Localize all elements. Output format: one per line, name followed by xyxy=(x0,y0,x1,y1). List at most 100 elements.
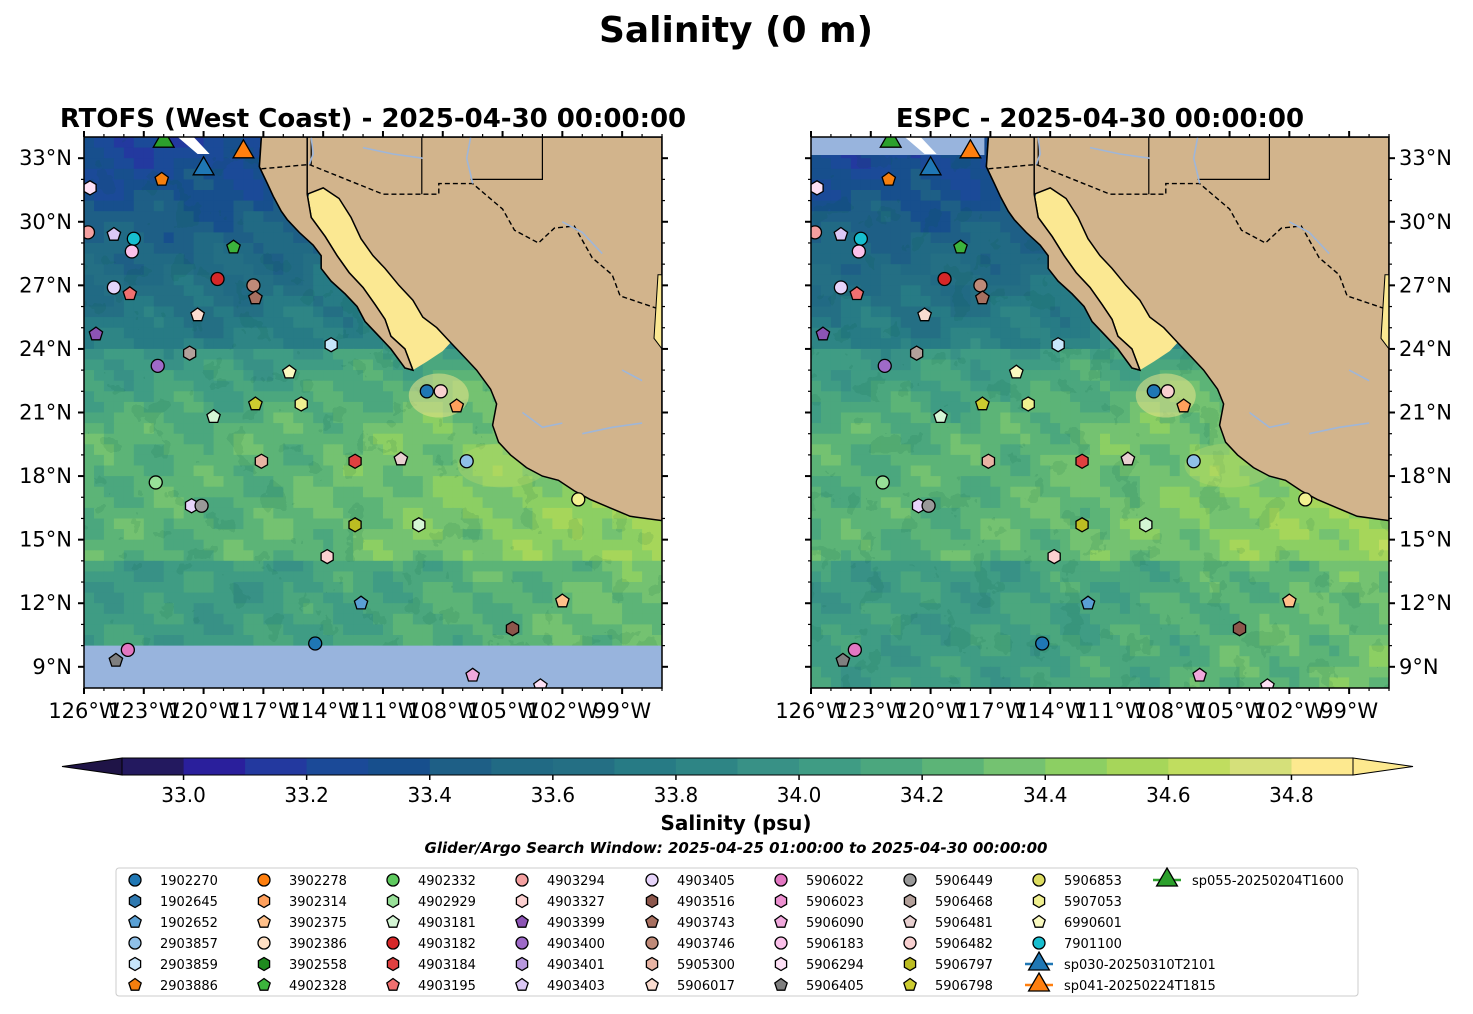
legend-marker xyxy=(386,873,400,887)
rtofs-float-marker xyxy=(554,593,570,608)
legend-marker xyxy=(386,977,400,991)
rtofs-river xyxy=(621,369,643,382)
legend-label: sp055-20250204T1600 xyxy=(1192,874,1344,889)
espc-float-marker xyxy=(847,642,862,658)
legend-marker xyxy=(903,914,917,928)
rtofs-lon-tick-label: 99°W xyxy=(593,699,651,723)
rtofs-lat-tick-label: 30°N xyxy=(19,210,72,234)
legend-marker xyxy=(128,914,142,928)
espc-float-marker xyxy=(833,226,849,241)
espc-float-marker xyxy=(981,453,996,470)
colorbar-segment xyxy=(922,758,985,775)
legend-marker xyxy=(774,936,788,950)
colorbar-segment xyxy=(491,758,554,775)
legend-marker xyxy=(774,977,788,991)
legend-marker xyxy=(774,914,788,928)
legend-marker xyxy=(774,893,788,909)
rtofs-border-line xyxy=(261,163,659,310)
espc-float-marker xyxy=(1176,398,1192,413)
espc-lon-tick-label: 117°W xyxy=(955,699,1027,723)
rtofs-glider-marker xyxy=(152,137,176,148)
espc-float-marker xyxy=(811,225,823,240)
rtofs-float-marker xyxy=(194,498,209,513)
espc-gulf-of-california xyxy=(1034,187,1180,371)
legend-label: 6990601 xyxy=(1064,916,1122,931)
legend-label: 5906090 xyxy=(806,916,864,931)
espc-river xyxy=(1249,411,1290,429)
legend-label: 3902314 xyxy=(289,895,347,910)
rtofs-float-marker xyxy=(84,225,96,240)
legend-label: 3902278 xyxy=(289,874,347,889)
legend-label: 5906468 xyxy=(935,895,993,910)
rtofs-baja-peninsula xyxy=(258,137,415,372)
rtofs-float-marker xyxy=(254,453,269,470)
legend-label: 2903859 xyxy=(160,958,218,973)
rtofs-float-marker xyxy=(571,492,586,507)
search-window-caption: Glider/Argo Search Window: 2025-04-25 01… xyxy=(425,839,1048,857)
legend-label: 4902929 xyxy=(418,895,476,910)
legend-marker xyxy=(257,873,271,887)
rtofs-glider-marker xyxy=(192,155,216,176)
legend-marker xyxy=(903,936,917,950)
legend-label: 4903399 xyxy=(547,916,605,931)
rtofs-float-marker xyxy=(246,278,261,293)
legend-label: 5906294 xyxy=(806,958,864,973)
espc-float-marker xyxy=(1192,667,1208,682)
rtofs-float-marker xyxy=(154,171,170,186)
rtofs-lon-tick-label: 117°W xyxy=(228,699,300,723)
legend-marker xyxy=(128,893,142,909)
espc-float-marker xyxy=(1021,396,1035,412)
legend-marker xyxy=(257,956,271,972)
rtofs-float-marker xyxy=(84,180,97,196)
legend-marker xyxy=(128,936,142,950)
rtofs-river xyxy=(561,221,603,255)
legend-label: 5906405 xyxy=(806,979,864,994)
rtofs-float-marker xyxy=(281,364,297,379)
espc-float-marker xyxy=(1035,636,1050,651)
espc-float-marker xyxy=(881,171,897,186)
espc-float-marker xyxy=(973,278,988,293)
rtofs-lon-tick-label: 102°W xyxy=(527,699,599,723)
colorbar-tick-label: 34.2 xyxy=(900,783,945,807)
colorbar-segment xyxy=(1106,758,1169,775)
rtofs-float-marker xyxy=(190,307,206,322)
rtofs-lat-tick-label: 33°N xyxy=(19,146,72,170)
rtofs-river xyxy=(465,137,474,184)
espc-glider-marker xyxy=(958,138,982,159)
rtofs-river xyxy=(522,411,563,429)
colorbar-under-extend xyxy=(61,757,123,776)
espc-river xyxy=(1309,422,1370,435)
espc-float-marker xyxy=(1298,492,1313,507)
legend-marker xyxy=(774,956,788,972)
figure-title: Salinity (0 m) xyxy=(599,10,873,51)
rtofs-glider-marker xyxy=(231,138,255,159)
legend-label: 4903182 xyxy=(418,937,476,952)
legend-label: 5907053 xyxy=(1064,895,1122,910)
espc-panel-title: ESPC - 2025-04-30 00:00:00 xyxy=(896,104,1304,134)
rtofs-float-marker xyxy=(348,453,362,470)
legend-label: 5906022 xyxy=(806,874,864,889)
espc-float-marker xyxy=(1139,517,1153,533)
legend-label: 2903886 xyxy=(160,979,218,994)
colorbar: 33.0 33.2 33.4 33.6 33.8 34.0 34.2 34.4 34.6 34.8 xyxy=(61,757,1414,807)
legend-label: 4903401 xyxy=(547,958,605,973)
rtofs-float-marker xyxy=(124,244,139,259)
legend-label: 3902375 xyxy=(289,916,347,931)
espc-float-marker xyxy=(835,652,851,667)
espc-float-marker xyxy=(853,231,868,246)
legend-label: 5906797 xyxy=(935,958,993,973)
espc-lat-tick-label: 9°N xyxy=(1399,655,1439,679)
legend-marker xyxy=(645,936,659,950)
legend-label: 4903746 xyxy=(677,937,735,952)
legend-label: sp030-20250310T2101 xyxy=(1064,958,1216,973)
espc-float-marker xyxy=(1281,593,1297,608)
espc-float-marker xyxy=(917,307,933,322)
legend-marker xyxy=(1155,866,1179,887)
colorbar-segment xyxy=(799,758,861,775)
espc-lat-tick-label: 12°N xyxy=(1399,591,1452,615)
legend-marker xyxy=(257,914,271,928)
rtofs-state-line xyxy=(470,137,544,180)
rtofs-lon-tick-label: 123°W xyxy=(108,699,180,723)
colorbar-segment xyxy=(737,758,800,775)
